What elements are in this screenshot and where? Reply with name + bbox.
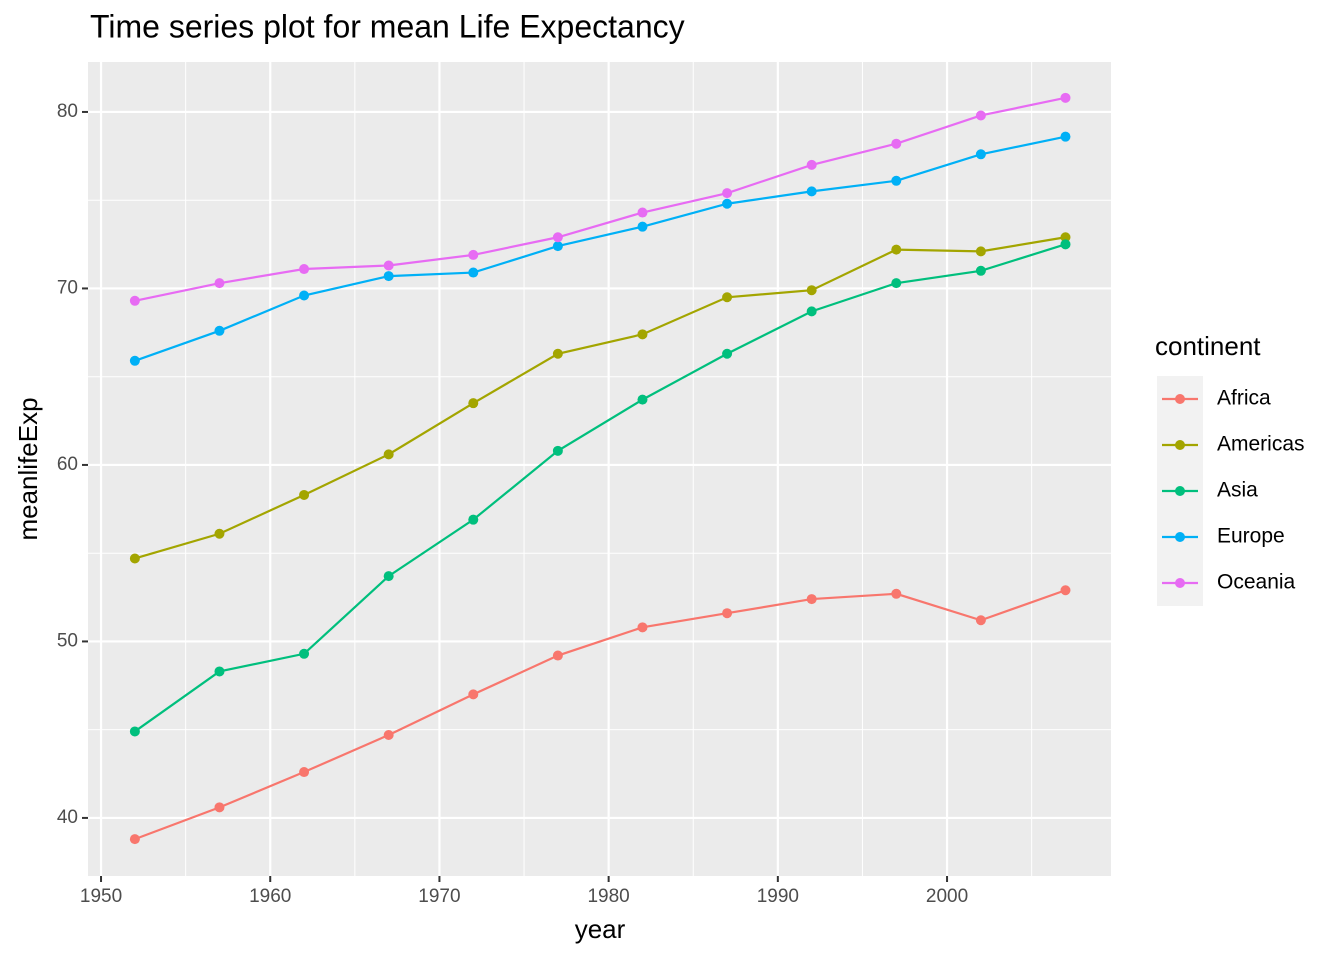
legend-label: Asia [1217,479,1258,502]
data-point [468,398,479,409]
y-tick-label: 40 [57,807,78,828]
data-point [806,594,817,605]
x-tick-label: 1950 [80,886,122,907]
data-point [637,329,648,340]
data-point [552,232,563,243]
data-point [806,159,817,170]
legend-key-point [1175,486,1185,496]
data-point [214,528,225,539]
legend-key-point [1175,532,1185,542]
data-point [722,198,733,209]
legend-title: continent [1155,331,1261,361]
data-point [891,138,902,149]
data-point [637,221,648,232]
data-point [383,729,394,740]
data-point [637,622,648,633]
data-point [1060,239,1071,250]
data-point [975,615,986,626]
legend-label: Africa [1217,387,1271,410]
y-tick-label: 60 [57,454,78,475]
data-point [299,489,310,500]
y-tick-label: 70 [57,277,78,298]
y-axis-label: meanlifeExp [13,397,43,540]
data-point [299,767,310,778]
data-point [891,278,902,289]
series-line [134,243,1066,733]
data-point [129,295,140,306]
chart-title: Time series plot for mean Life Expectanc… [90,8,685,44]
data-point [299,290,310,301]
data-point [468,689,479,700]
legend-key-point [1175,440,1185,450]
data-point [722,608,733,619]
data-point [383,260,394,271]
legend-key-point [1175,394,1185,404]
data-point [975,265,986,276]
data-point [891,244,902,255]
data-point [806,186,817,197]
legend-key-point [1175,578,1185,588]
data-point [383,449,394,460]
legend-label: Europe [1217,525,1285,548]
data-point [975,246,986,257]
data-point [214,666,225,677]
data-point [806,306,817,317]
data-point [722,348,733,359]
x-tick-label: 1980 [587,886,629,907]
data-point [383,571,394,582]
data-point [552,241,563,252]
series-line [134,589,1066,841]
data-point [468,514,479,525]
data-point [637,207,648,218]
series-line [134,135,1066,362]
data-point [468,249,479,260]
series-line [134,236,1066,560]
data-point [383,271,394,282]
data-point [1060,585,1071,596]
data-point [129,726,140,737]
data-point [214,278,225,289]
x-tick-label: 1960 [249,886,291,907]
plot-panel [88,62,1111,876]
data-point [299,648,310,659]
data-point [806,285,817,296]
data-point [1060,232,1071,243]
data-point [552,650,563,661]
data-point [214,802,225,813]
data-point [129,834,140,845]
x-tick-label: 1990 [757,886,799,907]
data-point [299,264,310,275]
data-point [722,292,733,303]
data-point [637,394,648,405]
data-point [722,188,733,199]
data-point [129,553,140,564]
y-tick-label: 80 [57,101,78,122]
data-point [552,445,563,456]
x-tick-label: 2000 [926,886,968,907]
data-point [975,149,986,160]
data-point [891,588,902,599]
data-point [891,175,902,186]
series-line [134,96,1066,302]
data-point [468,267,479,278]
legend-label: Oceania [1217,571,1296,594]
y-tick-label: 50 [57,630,78,651]
data-point [975,110,986,121]
data-point [214,325,225,336]
legend-label: Americas [1217,433,1305,456]
data-point [1060,92,1071,103]
x-tick-label: 1970 [418,886,460,907]
data-point [552,348,563,359]
data-point [1060,131,1071,142]
data-point [129,355,140,366]
x-axis-label: year [575,914,626,944]
